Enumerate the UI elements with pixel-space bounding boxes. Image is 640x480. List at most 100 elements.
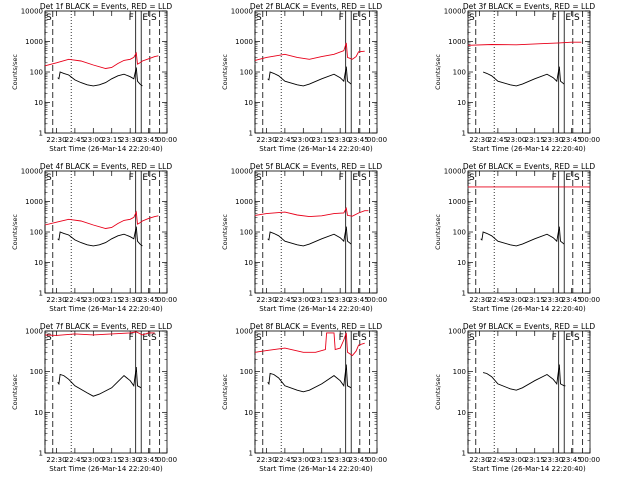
series-events-line [480, 226, 565, 247]
x-tick-label: 22:30 [256, 456, 276, 464]
series-events-line [482, 66, 565, 87]
x-tick-label: 23:45 [138, 296, 158, 304]
series-lld-line [467, 41, 582, 46]
plot-frame [44, 330, 168, 454]
plot-frame [44, 10, 168, 134]
y-tick-label: 1 [39, 450, 43, 458]
x-tick-label: 22:45 [488, 296, 508, 304]
x-tick-label: 23:00 [293, 296, 313, 304]
x-tick-label: 23:15 [312, 456, 332, 464]
x-tick-label: 23:15 [102, 296, 122, 304]
x-axis-label: Start Time (26-Mar-14 22:20:40) [472, 465, 586, 473]
x-tick-label: 23:30 [120, 296, 140, 304]
x-axis-label: Start Time (26-Mar-14 22:20:40) [259, 305, 373, 313]
y-tick-label: 10 [244, 99, 253, 107]
y-axis-label: Counts/sec [434, 214, 442, 250]
x-tick-label: 22:45 [65, 136, 85, 144]
y-tick-label: 10000 [231, 8, 253, 16]
marker-label-e: E [565, 333, 571, 343]
y-axis-label: Counts/sec [221, 54, 229, 90]
plot-frame [254, 330, 378, 454]
series-lld-line [44, 51, 159, 69]
plot-frame [467, 330, 591, 454]
x-tick-label: 23:00 [83, 136, 103, 144]
x-tick-label: 23:00 [293, 456, 313, 464]
marker-label-e: E [142, 333, 148, 343]
chart-panel-9: Det 9f BLACK = Events, RED = LLD 1 10 100 10… [434, 322, 600, 473]
marker-label-f: F [552, 173, 557, 183]
x-tick-label: 00:00 [367, 136, 387, 144]
x-tick-label: 22:45 [488, 456, 508, 464]
x-tick-label: 22:45 [65, 456, 85, 464]
x-tick-label: 23:15 [102, 136, 122, 144]
x-tick-label: 23:15 [525, 136, 545, 144]
y-tick-label: 1 [462, 130, 466, 138]
marker-label-s: S [151, 13, 157, 23]
y-axis-label: Counts/sec [11, 54, 19, 90]
y-tick-label: 1000 [235, 38, 253, 46]
y-tick-label: 10 [34, 99, 43, 107]
x-tick-label: 00:00 [580, 136, 600, 144]
marker-label-s: S [256, 173, 262, 183]
marker-label-e: E [142, 13, 148, 23]
x-tick-label: 23:30 [120, 136, 140, 144]
x-tick-label: 22:45 [275, 456, 295, 464]
marker-label-f: F [339, 333, 344, 343]
y-tick-label: 10000 [21, 8, 43, 16]
marker-label-s: S [46, 333, 52, 343]
x-tick-label: 23:00 [293, 136, 313, 144]
y-tick-label: 1000 [25, 328, 43, 336]
x-tick-label: 00:00 [367, 296, 387, 304]
series-events-line [267, 226, 352, 247]
y-tick-label: 1 [39, 290, 43, 298]
marker-label-s: S [469, 333, 475, 343]
x-tick-label: 00:00 [580, 456, 600, 464]
chart-title: Det 8f BLACK = Events, RED = LLD [250, 322, 383, 331]
x-tick-label: 23:30 [543, 136, 563, 144]
x-tick-label: 23:30 [543, 296, 563, 304]
marker-label-s: S [46, 173, 52, 183]
plot-frame [254, 10, 378, 134]
y-axis-label: Counts/sec [11, 374, 19, 410]
x-tick-label: 23:15 [312, 136, 332, 144]
chart-title: Det 6f BLACK = Events, RED = LLD [463, 162, 596, 171]
plot-frame [44, 170, 168, 294]
x-tick-label: 23:45 [348, 136, 368, 144]
y-tick-label: 100 [240, 368, 253, 376]
x-tick-label: 23:15 [312, 296, 332, 304]
x-tick-label: 22:45 [488, 136, 508, 144]
series-events-line [267, 364, 352, 393]
y-tick-label: 1000 [25, 198, 43, 206]
y-tick-label: 1 [39, 130, 43, 138]
marker-label-s: S [574, 333, 580, 343]
marker-label-f: F [129, 13, 134, 23]
chart-panel-2: Det 2f BLACK = Events, RED = LLD 1 10 100 10… [221, 2, 387, 153]
x-axis-label: Start Time (26-Mar-14 22:20:40) [259, 465, 373, 473]
y-tick-label: 1000 [235, 198, 253, 206]
y-axis-label: Counts/sec [11, 214, 19, 250]
chart-panel-3: Det 3f BLACK = Events, RED = LLD 1 10 100 10… [434, 2, 600, 153]
chart-panel-8: Det 8f BLACK = Events, RED = LLD 1 10 100 10… [221, 322, 387, 473]
chart-panel-7: Det 7f BLACK = Events, RED = LLD 1 10 100 10… [11, 322, 177, 473]
marker-label-e: E [352, 333, 358, 343]
y-tick-label: 10 [457, 409, 466, 417]
series-lld-line [44, 210, 159, 229]
x-tick-label: 23:45 [348, 456, 368, 464]
x-axis-label: Start Time (26-Mar-14 22:20:40) [472, 145, 586, 153]
chart-panel-6: Det 6f BLACK = Events, RED = LLD 1 10 100 10… [434, 162, 600, 313]
x-tick-label: 23:30 [543, 456, 563, 464]
x-tick-label: 23:45 [138, 136, 158, 144]
marker-label-s: S [361, 333, 367, 343]
series-events-line [57, 67, 143, 87]
x-tick-label: 22:45 [275, 136, 295, 144]
y-tick-label: 10 [34, 409, 43, 417]
marker-label-s: S [361, 173, 367, 183]
plot-frame [254, 170, 378, 294]
y-tick-label: 1000 [25, 38, 43, 46]
x-tick-label: 00:00 [367, 456, 387, 464]
series-events-line [57, 226, 143, 247]
x-tick-label: 23:15 [102, 456, 122, 464]
chart-panel-1: Det 1f BLACK = Events, RED = LLD 1 10 100 10… [11, 2, 177, 153]
y-tick-label: 100 [453, 229, 466, 237]
x-tick-label: 23:30 [330, 136, 350, 144]
